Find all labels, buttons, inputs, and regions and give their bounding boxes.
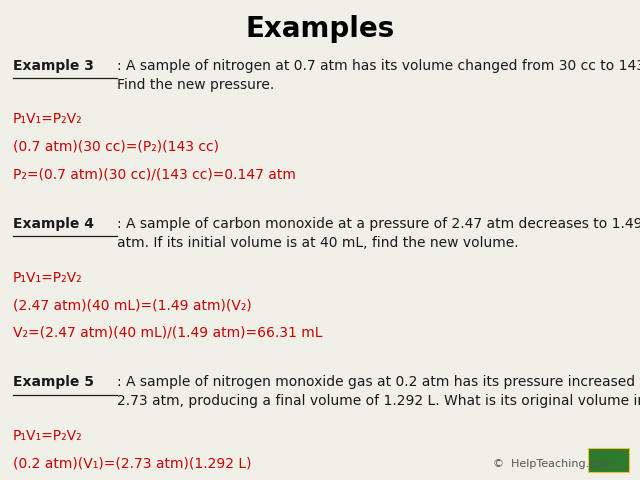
Text: (0.2 atm)(V₁)=(2.73 atm)(1.292 L): (0.2 atm)(V₁)=(2.73 atm)(1.292 L) [13,456,252,470]
Text: V₂=(2.47 atm)(40 mL)/(1.49 atm)=66.31 mL: V₂=(2.47 atm)(40 mL)/(1.49 atm)=66.31 mL [13,325,323,339]
Text: Example 4: Example 4 [13,217,94,231]
Text: Examples: Examples [245,15,395,43]
Text: : A sample of nitrogen monoxide gas at 0.2 atm has its pressure increased to
2.7: : A sample of nitrogen monoxide gas at 0… [117,375,640,408]
Text: Example 5: Example 5 [13,375,94,389]
Text: Example 3: Example 3 [13,59,93,72]
Text: : A sample of carbon monoxide at a pressure of 2.47 atm decreases to 1.49
atm. I: : A sample of carbon monoxide at a press… [117,217,640,250]
Text: (2.47 atm)(40 mL)=(1.49 atm)(V₂): (2.47 atm)(40 mL)=(1.49 atm)(V₂) [13,298,252,312]
Text: ©  HelpTeaching.com: © HelpTeaching.com [493,459,613,469]
Text: (0.7 atm)(30 cc)=(P₂)(143 cc): (0.7 atm)(30 cc)=(P₂)(143 cc) [13,140,219,154]
FancyBboxPatch shape [588,448,629,472]
Text: : A sample of nitrogen at 0.7 atm has its volume changed from 30 cc to 143 cc.
F: : A sample of nitrogen at 0.7 atm has it… [117,59,640,92]
Text: P₂=(0.7 atm)(30 cc)/(143 cc)=0.147 atm: P₂=(0.7 atm)(30 cc)/(143 cc)=0.147 atm [13,167,296,181]
Text: P₁V₁=P₂V₂: P₁V₁=P₂V₂ [13,271,83,285]
Text: P₁V₁=P₂V₂: P₁V₁=P₂V₂ [13,112,83,126]
Text: P₁V₁=P₂V₂: P₁V₁=P₂V₂ [13,429,83,443]
